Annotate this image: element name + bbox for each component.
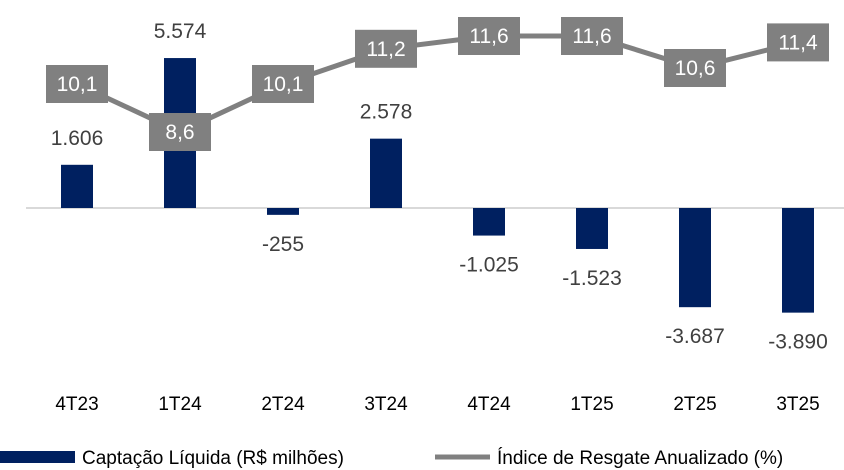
bar-value-label: 2.578: [360, 101, 413, 124]
legend-bar-label: Captação Líquida (R$ milhões): [82, 448, 344, 469]
line-point-box: [664, 49, 726, 87]
bar-1T25: [576, 208, 608, 249]
line-value-label: 11,4: [778, 31, 818, 54]
x-tick-label: 4T24: [467, 394, 511, 415]
bar-2T25: [679, 208, 711, 308]
x-tick-label: 2T24: [261, 394, 305, 415]
x-tick-label: 3T24: [364, 394, 408, 415]
x-tick-label: 4T23: [55, 394, 98, 415]
bar-value-label: -3.687: [665, 325, 725, 348]
line-value-label: 11,6: [469, 25, 508, 48]
line-point-box: [767, 23, 829, 62]
x-tick-label: 2T25: [673, 394, 716, 415]
x-tick-label: 1T24: [158, 394, 202, 415]
line-value-label: 8,6: [165, 121, 194, 144]
bar-value-label: 5.574: [154, 20, 207, 43]
x-tick-label: 1T25: [570, 394, 613, 415]
legend: Captação Líquida (R$ milhões) Índice de …: [0, 448, 783, 469]
line-point-box: [458, 17, 520, 55]
line-value-label: 10,1: [57, 73, 98, 96]
line-point-box: [355, 29, 417, 68]
x-tick-label: 3T25: [776, 394, 819, 415]
line-value-label: 10,6: [675, 57, 716, 80]
line-point-box: [252, 65, 314, 103]
bar-2T24: [267, 208, 299, 215]
line-point-box: [46, 65, 108, 103]
bar-value-label: 1.606: [51, 127, 104, 150]
bar-4T24: [473, 208, 505, 236]
bar-value-label: -1.025: [459, 254, 519, 277]
bar-3T24: [370, 138, 402, 208]
bar-4T23: [61, 164, 93, 208]
legend-bar-swatch: [0, 451, 75, 463]
line-value-label: 11,6: [572, 25, 611, 48]
line-value-label: 10,1: [263, 73, 304, 96]
bar-3T25: [782, 208, 814, 313]
line-point-box: [561, 17, 623, 55]
bar-value-label: -255: [262, 233, 304, 256]
line-value-label: 11,2: [366, 38, 405, 61]
bar-value-label: -1.523: [562, 267, 622, 290]
line-point-box: [149, 113, 211, 151]
bar-value-label: -3.890: [768, 331, 828, 354]
legend-line-label: Índice de Resgate Anualizado (%): [497, 448, 783, 469]
